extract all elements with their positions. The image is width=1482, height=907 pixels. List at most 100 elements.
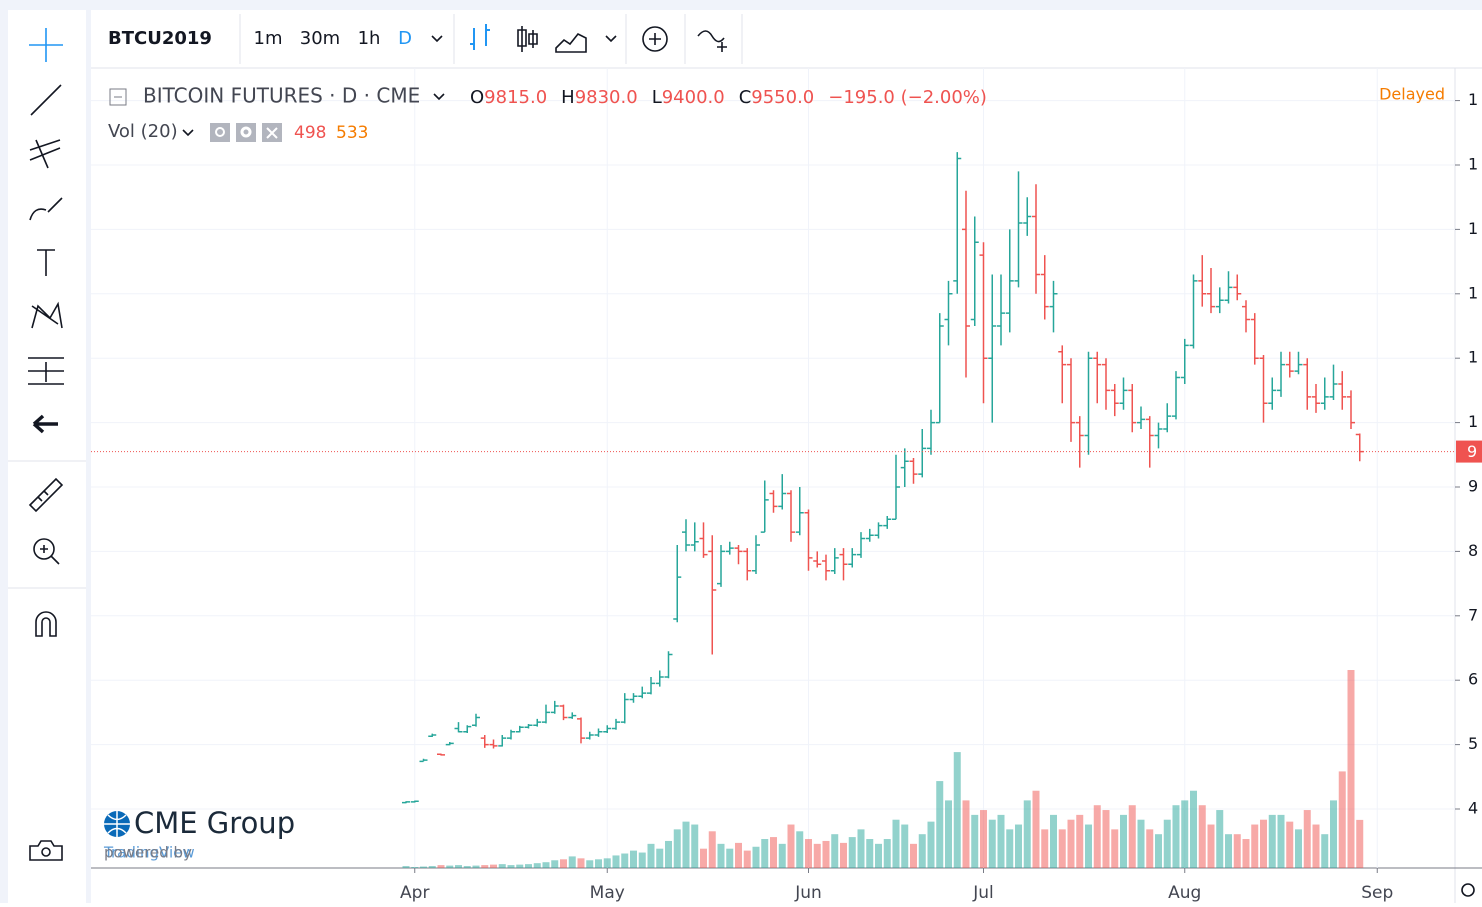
ohlc-bar xyxy=(822,554,830,581)
volume-bar xyxy=(1085,824,1092,868)
volume-bar xyxy=(848,837,856,868)
interval-active[interactable]: D xyxy=(398,28,412,49)
eye-button[interactable] xyxy=(210,123,230,142)
ohlc-bar xyxy=(480,734,489,748)
ohlc-bar xyxy=(1268,377,1277,410)
interval[interactable]: 1h xyxy=(358,28,381,49)
ohlc-bar xyxy=(428,733,437,737)
volume-bar xyxy=(472,865,480,868)
last-price-label: 9 xyxy=(1467,442,1477,461)
volume-bar xyxy=(402,866,410,868)
volume-bar xyxy=(822,840,830,868)
volume-bar xyxy=(1338,771,1346,868)
cross-tool[interactable] xyxy=(29,28,63,62)
volume-bar xyxy=(682,821,690,868)
ohlc-bar xyxy=(1277,351,1285,397)
interval[interactable]: 30m xyxy=(300,28,340,49)
text-tool[interactable] xyxy=(37,249,55,276)
ohlc-bar xyxy=(682,519,690,552)
chevron[interactable] xyxy=(431,35,443,43)
ohlc-bar xyxy=(813,551,822,568)
volume-bar xyxy=(507,865,515,868)
ohlc-bar xyxy=(1058,345,1067,404)
ohlc-bar xyxy=(865,528,874,542)
volume-bar xyxy=(787,824,795,868)
candles-icon[interactable] xyxy=(517,26,538,52)
line-tool[interactable] xyxy=(30,84,62,116)
area-icon[interactable] xyxy=(555,32,587,53)
volume-bar xyxy=(1198,805,1206,868)
ruler-tool[interactable] xyxy=(28,477,64,513)
legend-item: 9400.0 xyxy=(662,87,725,108)
ohlc-bar xyxy=(1163,403,1172,433)
delayed: Delayed xyxy=(1379,85,1445,104)
y-tick-label: 4 xyxy=(1468,799,1478,818)
ohlc-bar xyxy=(1294,351,1303,375)
ohlc-bar xyxy=(410,800,419,803)
back-arrow[interactable] xyxy=(32,414,58,434)
volume-bar xyxy=(1277,814,1285,868)
volume-bar xyxy=(420,866,427,868)
ohlc-bar xyxy=(620,693,629,724)
volume-bar xyxy=(962,800,970,868)
volume-bar xyxy=(603,858,611,868)
volume-bar xyxy=(805,839,812,868)
ohlc-bar xyxy=(550,700,559,714)
chevron[interactable] xyxy=(433,93,445,101)
volume-bar xyxy=(735,842,742,868)
zoom-tool[interactable] xyxy=(33,538,55,560)
ohlc-bar xyxy=(892,454,900,520)
indicator-icon[interactable] xyxy=(697,30,727,52)
chevron[interactable] xyxy=(605,35,617,43)
volume-bar xyxy=(437,865,445,868)
interval[interactable]: 1m xyxy=(254,28,283,49)
camera-icon[interactable] xyxy=(29,840,63,861)
brush-tool[interactable] xyxy=(29,197,63,221)
last-price-box xyxy=(1456,440,1482,463)
ohlc-bar xyxy=(857,532,865,558)
volume-bar xyxy=(446,865,454,868)
volume-bar xyxy=(1242,839,1250,868)
settings-button[interactable] xyxy=(236,123,256,142)
settings-icon[interactable] xyxy=(1461,883,1475,897)
tradingview[interactable]: TradingView xyxy=(103,844,195,862)
magnet-tool[interactable] xyxy=(35,611,57,637)
volume-bar xyxy=(778,843,786,868)
ohlc-bar xyxy=(997,274,1005,346)
volume-bar xyxy=(455,865,462,868)
ohlc-bar xyxy=(760,480,769,533)
ohlc-bar xyxy=(1224,271,1233,304)
ohlc-bar xyxy=(1102,358,1110,410)
fib-tool[interactable] xyxy=(29,139,61,169)
volume-bar xyxy=(752,846,760,868)
ohlc-bar xyxy=(498,734,507,747)
volume-bar xyxy=(1163,819,1171,868)
volume-bar xyxy=(586,860,594,868)
volume-bar xyxy=(1216,810,1224,868)
chevron[interactable] xyxy=(182,129,194,137)
volume-bar xyxy=(1347,670,1355,868)
volume-bar xyxy=(1190,790,1197,868)
volume-bar xyxy=(612,855,620,868)
eye xyxy=(215,127,225,137)
pattern-tool[interactable] xyxy=(31,301,63,329)
ohlc-bar xyxy=(970,216,979,326)
compare-icon[interactable] xyxy=(642,26,668,52)
bars-icon[interactable] xyxy=(470,24,490,50)
ohlc-bar xyxy=(830,548,839,574)
ohlc-bar xyxy=(1198,255,1207,307)
volume-bar xyxy=(1303,810,1311,868)
volume-bar xyxy=(1058,829,1066,868)
x-tick-label: Sep xyxy=(1361,883,1393,903)
ohlc-bar xyxy=(1032,184,1040,294)
collapse-box[interactable] xyxy=(109,88,127,106)
volume-value: 498 xyxy=(294,123,326,143)
legend-item: O xyxy=(470,87,484,108)
symbol[interactable]: BTCU2019 xyxy=(108,28,212,49)
ohlc-bar xyxy=(629,693,638,703)
volume-bar xyxy=(997,814,1005,868)
x-tick-label: Apr xyxy=(400,883,429,903)
ohlc-bar xyxy=(918,429,927,478)
measure-tool[interactable] xyxy=(28,357,64,385)
